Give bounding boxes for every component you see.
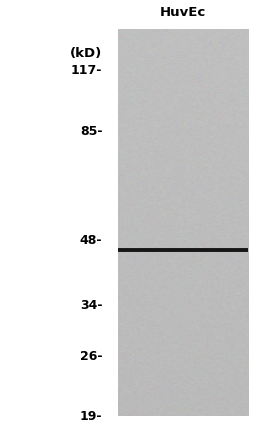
Text: HuvEc: HuvEc — [160, 6, 206, 19]
Text: 48-: 48- — [80, 233, 102, 247]
Text: 34-: 34- — [80, 299, 102, 312]
Text: 26-: 26- — [80, 350, 102, 363]
Text: 85-: 85- — [80, 125, 102, 138]
Text: 117-: 117- — [71, 64, 102, 77]
Text: 19-: 19- — [80, 410, 102, 423]
Text: (kD): (kD) — [70, 47, 102, 60]
